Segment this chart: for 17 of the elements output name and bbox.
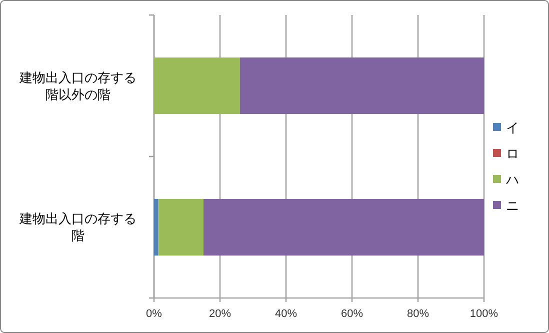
- y-tick-label: 建物出入口の存する階: [18, 210, 138, 244]
- x-tick-label: 80%: [406, 308, 430, 320]
- legend-label: ロ: [506, 146, 519, 161]
- legend-label: ニ: [506, 198, 519, 213]
- bar: [154, 198, 158, 256]
- x-tick-label: 60%: [340, 308, 364, 320]
- bar: [154, 57, 240, 114]
- bar: [204, 198, 484, 256]
- y-tick-label: 建物出入口の存する階以外の階: [18, 68, 138, 103]
- legend-label: イ: [506, 120, 519, 135]
- x-tick-label: 20%: [208, 308, 232, 320]
- legend-label: ハ: [505, 172, 519, 187]
- x-tick-label: 40%: [274, 308, 298, 320]
- bar: [240, 57, 484, 114]
- x-tick-label: 100%: [470, 308, 498, 320]
- x-tick-label: 0%: [146, 308, 162, 320]
- bar: [158, 198, 204, 256]
